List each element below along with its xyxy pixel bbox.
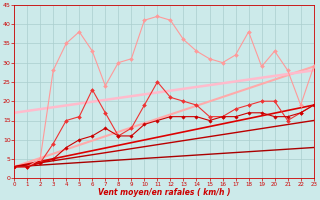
X-axis label: Vent moyen/en rafales ( km/h ): Vent moyen/en rafales ( km/h ) <box>98 188 230 197</box>
